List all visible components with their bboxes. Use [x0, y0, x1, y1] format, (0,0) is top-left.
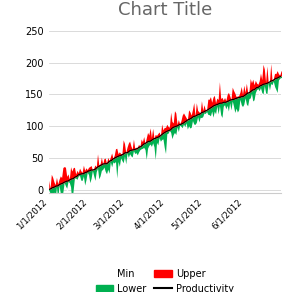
Title: Chart Title: Chart Title [118, 1, 212, 19]
Legend: Min, Lower, Upper, Productivity: Min, Lower, Upper, Productivity [96, 269, 234, 292]
